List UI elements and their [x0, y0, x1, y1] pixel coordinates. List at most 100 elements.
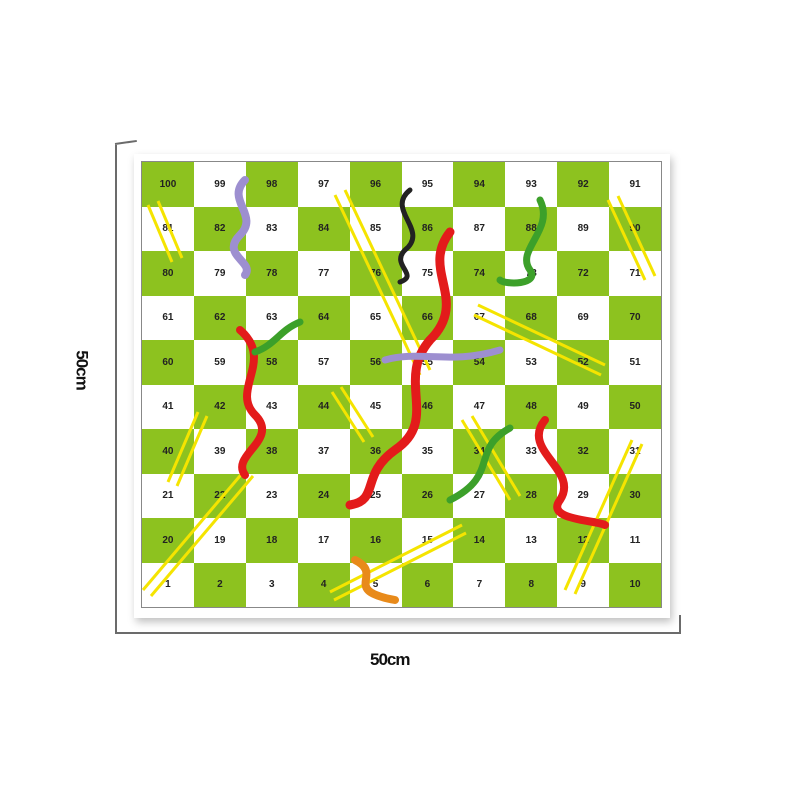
board-cell: 12 [557, 518, 610, 563]
board-cell: 33 [505, 429, 558, 474]
board-cell: 63 [245, 295, 298, 340]
board-cell: 4 [297, 562, 350, 607]
board-cell: 51 [609, 340, 661, 385]
board-cell: 69 [557, 295, 610, 340]
board-cell: 11 [609, 518, 661, 563]
board-cell: 45 [349, 384, 402, 429]
board-cell: 92 [557, 162, 610, 207]
board-cell: 77 [297, 251, 350, 296]
board-cell: 85 [349, 206, 402, 251]
board-cell: 36 [349, 429, 402, 474]
board-cell: 34 [453, 429, 506, 474]
board-cell: 23 [245, 473, 298, 518]
board-cell: 47 [453, 384, 506, 429]
board-cell: 93 [505, 162, 558, 207]
board-cell: 17 [297, 518, 350, 563]
board-cell: 24 [297, 473, 350, 518]
board-cell: 90 [609, 206, 661, 251]
board-cell: 95 [401, 162, 454, 207]
board-cell: 54 [453, 340, 506, 385]
width-label: 50cm [370, 650, 410, 669]
board-cell: 41 [142, 384, 194, 429]
board-cell: 94 [453, 162, 506, 207]
board-cell: 53 [505, 340, 558, 385]
board-cell: 57 [297, 340, 350, 385]
board-cell: 8 [505, 562, 558, 607]
board-cell: 70 [609, 295, 661, 340]
board-cell: 42 [193, 384, 246, 429]
board-cell: 25 [349, 473, 402, 518]
board-cell: 27 [453, 473, 506, 518]
dimension-line-right-tick [679, 615, 681, 634]
board-cell: 79 [193, 251, 246, 296]
board-cell: 21 [142, 473, 194, 518]
board-cell: 31 [609, 429, 661, 474]
snakes-and-ladders-board: 100 99 98 97 96 95 94 93 92 91 81 82 83 84 85 86 87 88 89 9… [141, 161, 662, 608]
board-cell: 26 [401, 473, 454, 518]
board-cell: 81 [142, 206, 194, 251]
board-cell: 49 [557, 384, 610, 429]
board-cell: 9 [557, 562, 610, 607]
board-cell: 72 [557, 251, 610, 296]
board-cell: 68 [505, 295, 558, 340]
board-cell: 97 [297, 162, 350, 207]
dimension-line-left [115, 145, 117, 633]
board-cell: 37 [297, 429, 350, 474]
board-cell: 43 [245, 384, 298, 429]
board-cell: 30 [609, 473, 661, 518]
board-cell: 52 [557, 340, 610, 385]
board-cell: 19 [193, 518, 246, 563]
board-cell: 75 [401, 251, 454, 296]
dimension-line-bottom [115, 632, 681, 634]
board-cell: 100 [142, 162, 194, 207]
board-cell: 87 [453, 206, 506, 251]
board-cell: 39 [193, 429, 246, 474]
board-cell: 58 [245, 340, 298, 385]
board-cell: 5 [349, 562, 402, 607]
board-cell: 50 [609, 384, 661, 429]
board-cell: 99 [193, 162, 246, 207]
board-cell: 7 [453, 562, 506, 607]
board-cell: 13 [505, 518, 558, 563]
board-cell: 10 [609, 562, 661, 607]
board-cell: 61 [142, 295, 194, 340]
board-cell: 86 [401, 206, 454, 251]
board-cell: 91 [609, 162, 661, 207]
board-cell: 73 [505, 251, 558, 296]
board-cell: 76 [349, 251, 402, 296]
board-cell: 46 [401, 384, 454, 429]
board-cell: 83 [245, 206, 298, 251]
board-cell: 44 [297, 384, 350, 429]
board-cell: 71 [609, 251, 661, 296]
board-cell: 35 [401, 429, 454, 474]
board-cell: 14 [453, 518, 506, 563]
board-cell: 1 [142, 562, 194, 607]
board-cell: 60 [142, 340, 194, 385]
board-cell: 20 [142, 518, 194, 563]
board-cell: 89 [557, 206, 610, 251]
board-cell: 32 [557, 429, 610, 474]
board-cell: 84 [297, 206, 350, 251]
board-cell: 2 [193, 562, 246, 607]
board-cell: 3 [245, 562, 298, 607]
board-cell: 29 [557, 473, 610, 518]
board-cell: 48 [505, 384, 558, 429]
board-cell: 67 [453, 295, 506, 340]
board-cell: 64 [297, 295, 350, 340]
board-cell: 96 [349, 162, 402, 207]
board-cell: 40 [142, 429, 194, 474]
board-cell: 28 [505, 473, 558, 518]
board-cell: 82 [193, 206, 246, 251]
board-cell: 18 [245, 518, 298, 563]
board-cell: 78 [245, 251, 298, 296]
board-cell: 6 [401, 562, 454, 607]
dimension-line-top-tick [114, 139, 137, 145]
board-cell: 66 [401, 295, 454, 340]
board-cell: 74 [453, 251, 506, 296]
board-cell: 88 [505, 206, 558, 251]
board-cell: 38 [245, 429, 298, 474]
board-cell: 62 [193, 295, 246, 340]
board-cell: 55 [401, 340, 454, 385]
board-cell: 56 [349, 340, 402, 385]
board-cell: 80 [142, 251, 194, 296]
